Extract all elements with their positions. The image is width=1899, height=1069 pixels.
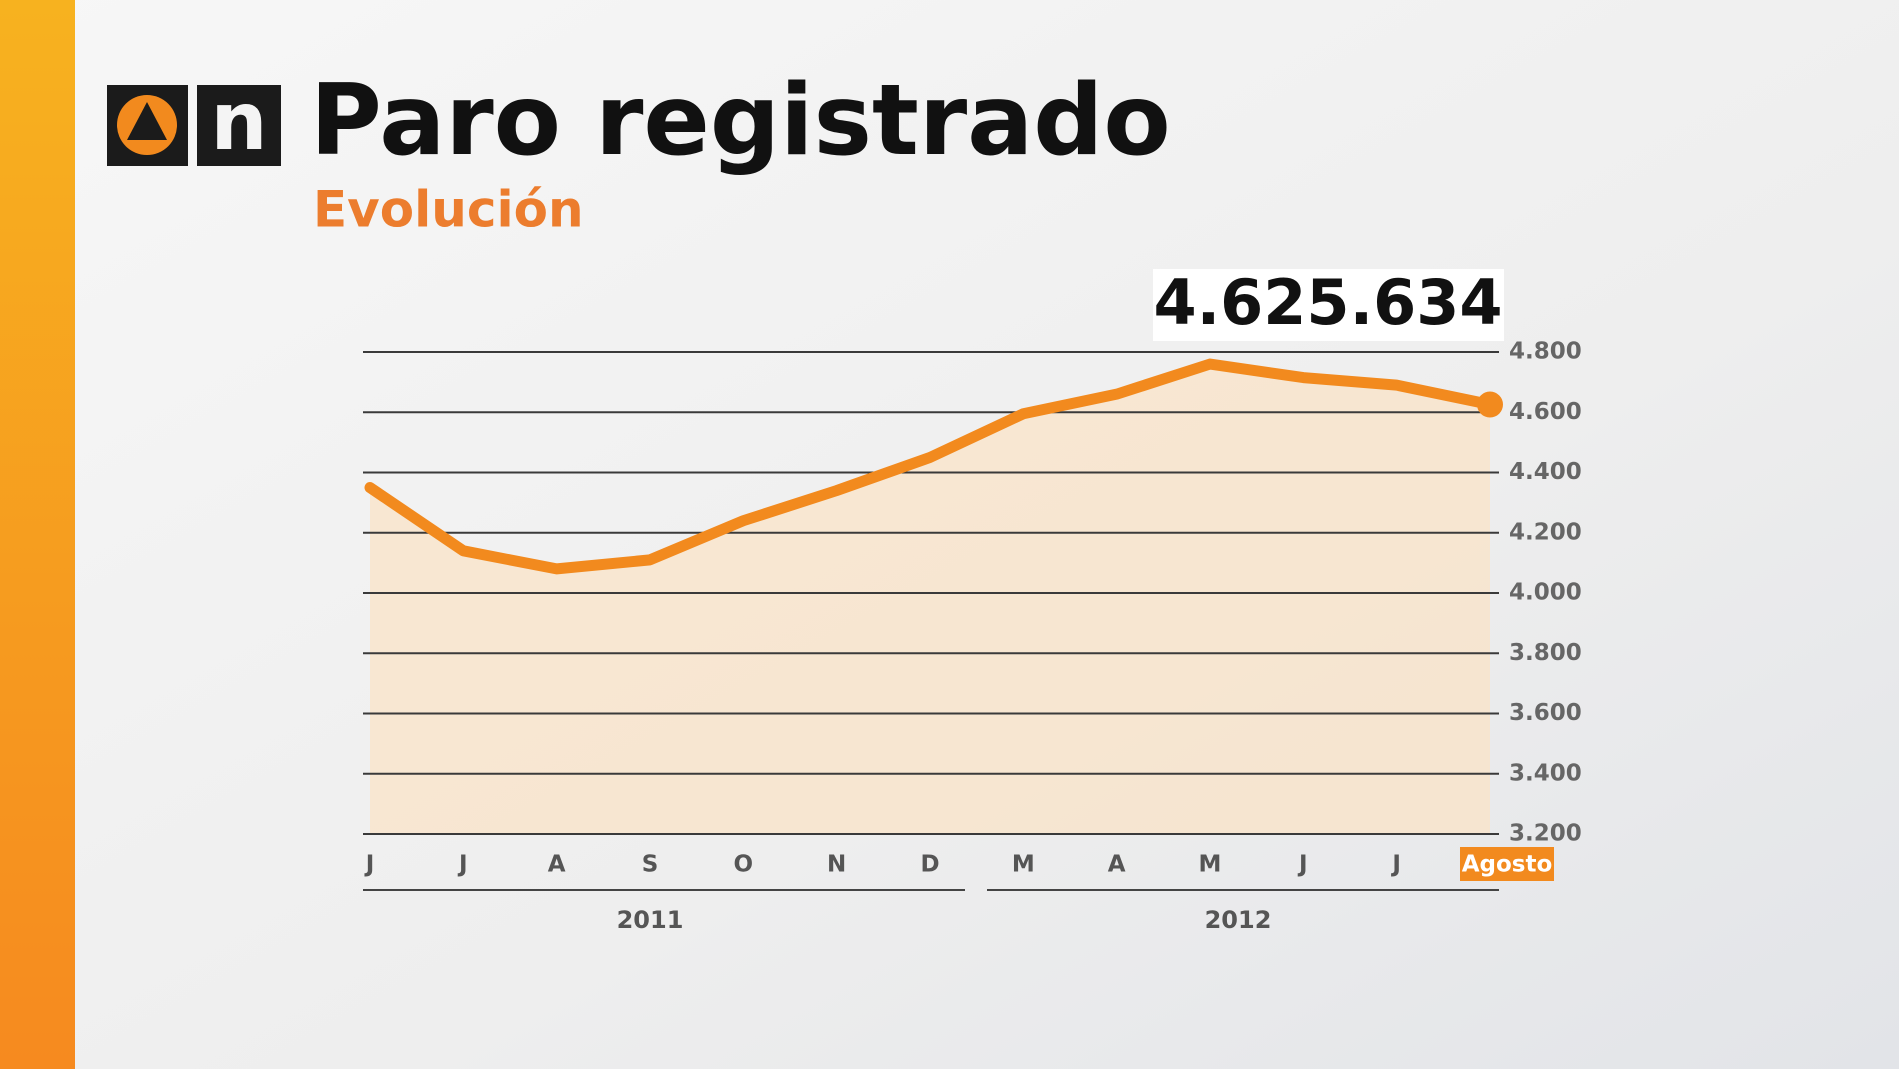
x-tick-label: D xyxy=(920,852,939,878)
x-tick-label: J xyxy=(364,852,375,878)
y-tick-label: 4.200 xyxy=(1509,519,1582,545)
x-tick-label: M xyxy=(1199,852,1222,878)
logo-n-box xyxy=(197,85,281,166)
side-stripe xyxy=(0,0,75,1069)
x-tick-label: A xyxy=(548,852,566,878)
y-tick-label: 4.000 xyxy=(1509,580,1582,606)
y-tick-label: 4.400 xyxy=(1509,459,1582,485)
area-fill xyxy=(370,364,1490,834)
title: Paro registrado xyxy=(310,64,1171,178)
chart: 3.200 3.400 3.600 3.800 4.000 4.200 4.400 4.600… xyxy=(363,266,1582,934)
group-label: 2012 xyxy=(1205,906,1272,934)
x-tick-label: J xyxy=(457,852,468,878)
logo-a3-triangle xyxy=(127,102,167,140)
x-tick-label: Agosto xyxy=(1462,852,1553,878)
x-tick-label: O xyxy=(734,852,754,878)
x-tick-label: M xyxy=(1012,852,1035,878)
end-point xyxy=(1477,391,1503,418)
x-tick-label: J xyxy=(1297,852,1308,878)
group-label: 2011 xyxy=(617,906,684,934)
line xyxy=(364,358,1496,575)
logo-n: n xyxy=(211,75,268,168)
y-tick-label: 3.600 xyxy=(1509,700,1582,726)
value-label-box xyxy=(1153,269,1504,341)
x-tick-label: S xyxy=(642,852,659,878)
y-tick-label: 3.800 xyxy=(1509,640,1582,666)
x-tick-label: J xyxy=(1390,852,1401,878)
y-tick-label: 4.800 xyxy=(1509,339,1582,365)
subtitle: Evolución xyxy=(313,181,584,239)
y-tick-label: 3.200 xyxy=(1509,821,1582,847)
y-tick-label: 4.600 xyxy=(1509,399,1582,425)
y-tick-label: 3.400 xyxy=(1509,760,1582,786)
x-tick-label: A xyxy=(1108,852,1126,878)
x-tick-label: N xyxy=(827,852,846,878)
value-label: 4.625.634 xyxy=(1153,266,1502,339)
highlight-box xyxy=(1460,847,1554,881)
